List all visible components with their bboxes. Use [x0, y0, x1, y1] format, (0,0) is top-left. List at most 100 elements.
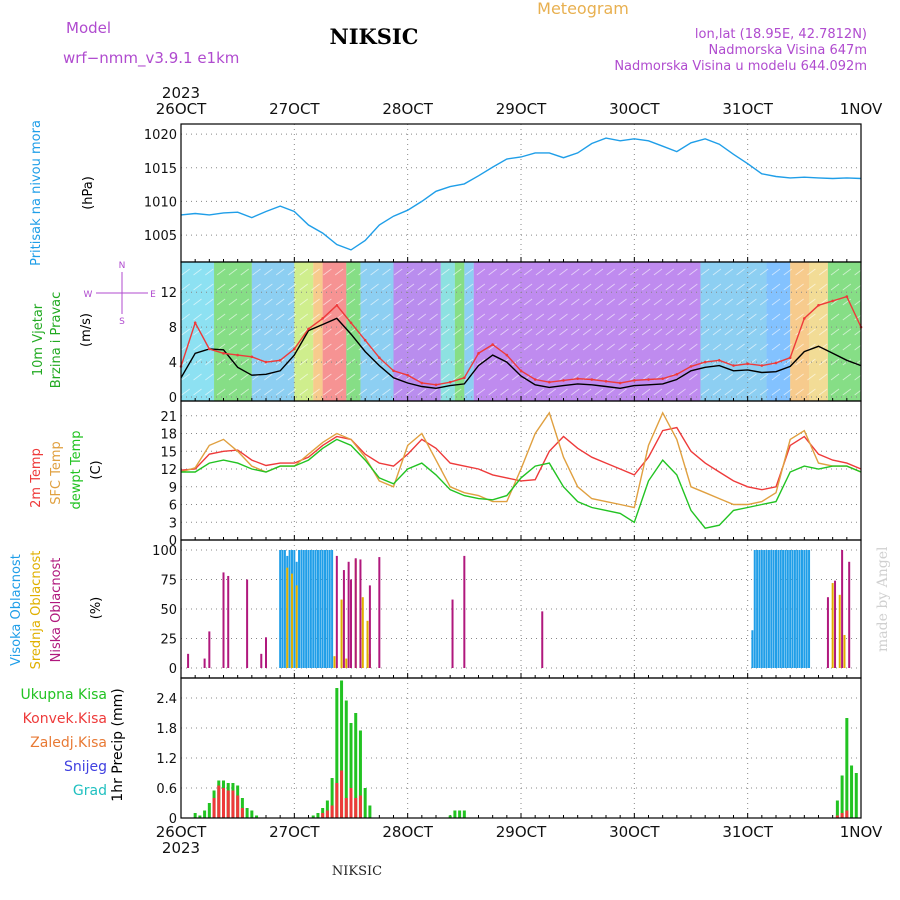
wind-arrow: [795, 298, 804, 306]
wind-arrow: [228, 298, 238, 306]
wind-arrow: [476, 313, 486, 321]
bar-cloud-1: [831, 583, 834, 668]
wind-arrow: [205, 313, 214, 321]
gust-point: [193, 321, 197, 325]
wind-arrow: [181, 328, 190, 336]
wind-arrow: [712, 388, 722, 396]
bar-cloud-0: [293, 550, 296, 668]
wind-arrow: [700, 373, 710, 381]
gust-point: [647, 378, 650, 381]
wind-arrow: [228, 328, 238, 336]
wind-arrow: [500, 328, 509, 336]
wind-arrow: [264, 283, 273, 291]
wind-arrow: [818, 358, 828, 366]
bar-precip-1: [240, 808, 244, 818]
wind-arrow: [571, 313, 580, 321]
year-top: 2023: [162, 84, 200, 102]
wind-arrow: [334, 388, 344, 396]
wind-arrow: [488, 388, 497, 396]
bar-cloud-0: [805, 550, 808, 668]
wind-arrow: [370, 328, 379, 336]
xtick-bottom: 29OCT: [496, 823, 547, 841]
wind-arrow: [807, 373, 816, 381]
wind-arrow: [818, 283, 828, 291]
wind-arrow: [759, 328, 769, 336]
wind-arrow: [641, 328, 651, 336]
wind-arrow: [535, 358, 545, 366]
wind-zone-9: [440, 262, 455, 401]
gust-point: [321, 317, 324, 320]
wind-arrow: [594, 328, 604, 336]
bar-precip-1: [354, 798, 358, 818]
wind-arrow: [299, 313, 309, 321]
elevation-text: Nadmorska Visina 647m: [709, 43, 868, 58]
wind-arrow: [299, 343, 309, 351]
ytick-temperature: 9: [169, 481, 177, 496]
wind-arrow: [311, 388, 320, 396]
wind-arrow: [689, 388, 698, 396]
ytick-temperature: 3: [169, 516, 177, 531]
wind-arrow: [370, 388, 379, 396]
bar-precip-1: [335, 783, 339, 818]
wind-arrow: [334, 283, 344, 291]
wind-arrow: [641, 388, 651, 396]
wind-arrow: [417, 373, 427, 381]
ytick-temperature: 21: [160, 410, 177, 425]
ytick-temperature: 15: [160, 445, 177, 460]
wind-arrow: [748, 268, 757, 276]
wind-arrow: [547, 328, 556, 336]
wind-arrow: [559, 313, 568, 321]
wind-arrow: [559, 343, 568, 351]
xtick-bottom: 26OCT: [156, 823, 207, 841]
wind-arrow: [783, 268, 793, 276]
wind-arrow: [205, 268, 214, 276]
wind-arrow: [240, 373, 249, 381]
bar-cloud-0: [753, 550, 756, 668]
bar-precip-0: [368, 805, 372, 818]
wind-arrow: [323, 298, 332, 306]
wind-arrow: [653, 358, 663, 366]
wind-arrow: [842, 328, 852, 336]
wind-arrow: [523, 283, 533, 291]
wind-arrow: [771, 343, 781, 351]
bar-precip-0: [840, 775, 844, 818]
bar-precip-0: [325, 800, 329, 818]
wind-arrow: [252, 298, 261, 306]
ytick-pressure: 1005: [144, 229, 177, 244]
product-title: Meteogram: [537, 0, 629, 18]
wind-arrow: [571, 358, 580, 366]
xtick-top: 26OCT: [156, 100, 207, 118]
ytick-temperature: 6: [169, 499, 177, 514]
wind-arrow: [665, 388, 674, 396]
gust-point: [477, 352, 480, 355]
ytick-pressure: 1020: [144, 128, 177, 143]
wind-arrow: [193, 298, 202, 306]
bar-precip-1: [840, 813, 844, 818]
wind-arrow: [712, 268, 722, 276]
wind-arrow: [748, 343, 757, 351]
wind-arrow: [476, 298, 486, 306]
wind-zone-5: [322, 262, 347, 401]
wind-arrow: [724, 283, 734, 291]
wind-arrow: [464, 283, 474, 291]
wind-arrow: [441, 268, 450, 276]
wind-arrow: [830, 268, 840, 276]
wind-arrow: [275, 343, 285, 351]
wind-arrow: [429, 373, 438, 381]
wind-arrow: [287, 268, 297, 276]
wind-arrow: [464, 313, 474, 321]
frame-precip: [180, 677, 862, 819]
bar-cloud-0: [309, 550, 312, 668]
gust-point: [222, 352, 225, 355]
precip-legend-2: Zaledj.Kisa: [30, 735, 107, 751]
wind-arrow: [594, 373, 604, 381]
wind-arrow: [523, 343, 533, 351]
gust-point: [307, 327, 310, 331]
wind-arrow: [748, 388, 757, 396]
bar-precip-0: [363, 788, 367, 818]
wind-arrow: [606, 343, 615, 351]
wind-arrow: [393, 358, 403, 366]
bar-cloud-2: [841, 550, 844, 668]
wind-arrow: [275, 358, 285, 366]
wind-arrow: [228, 313, 238, 321]
